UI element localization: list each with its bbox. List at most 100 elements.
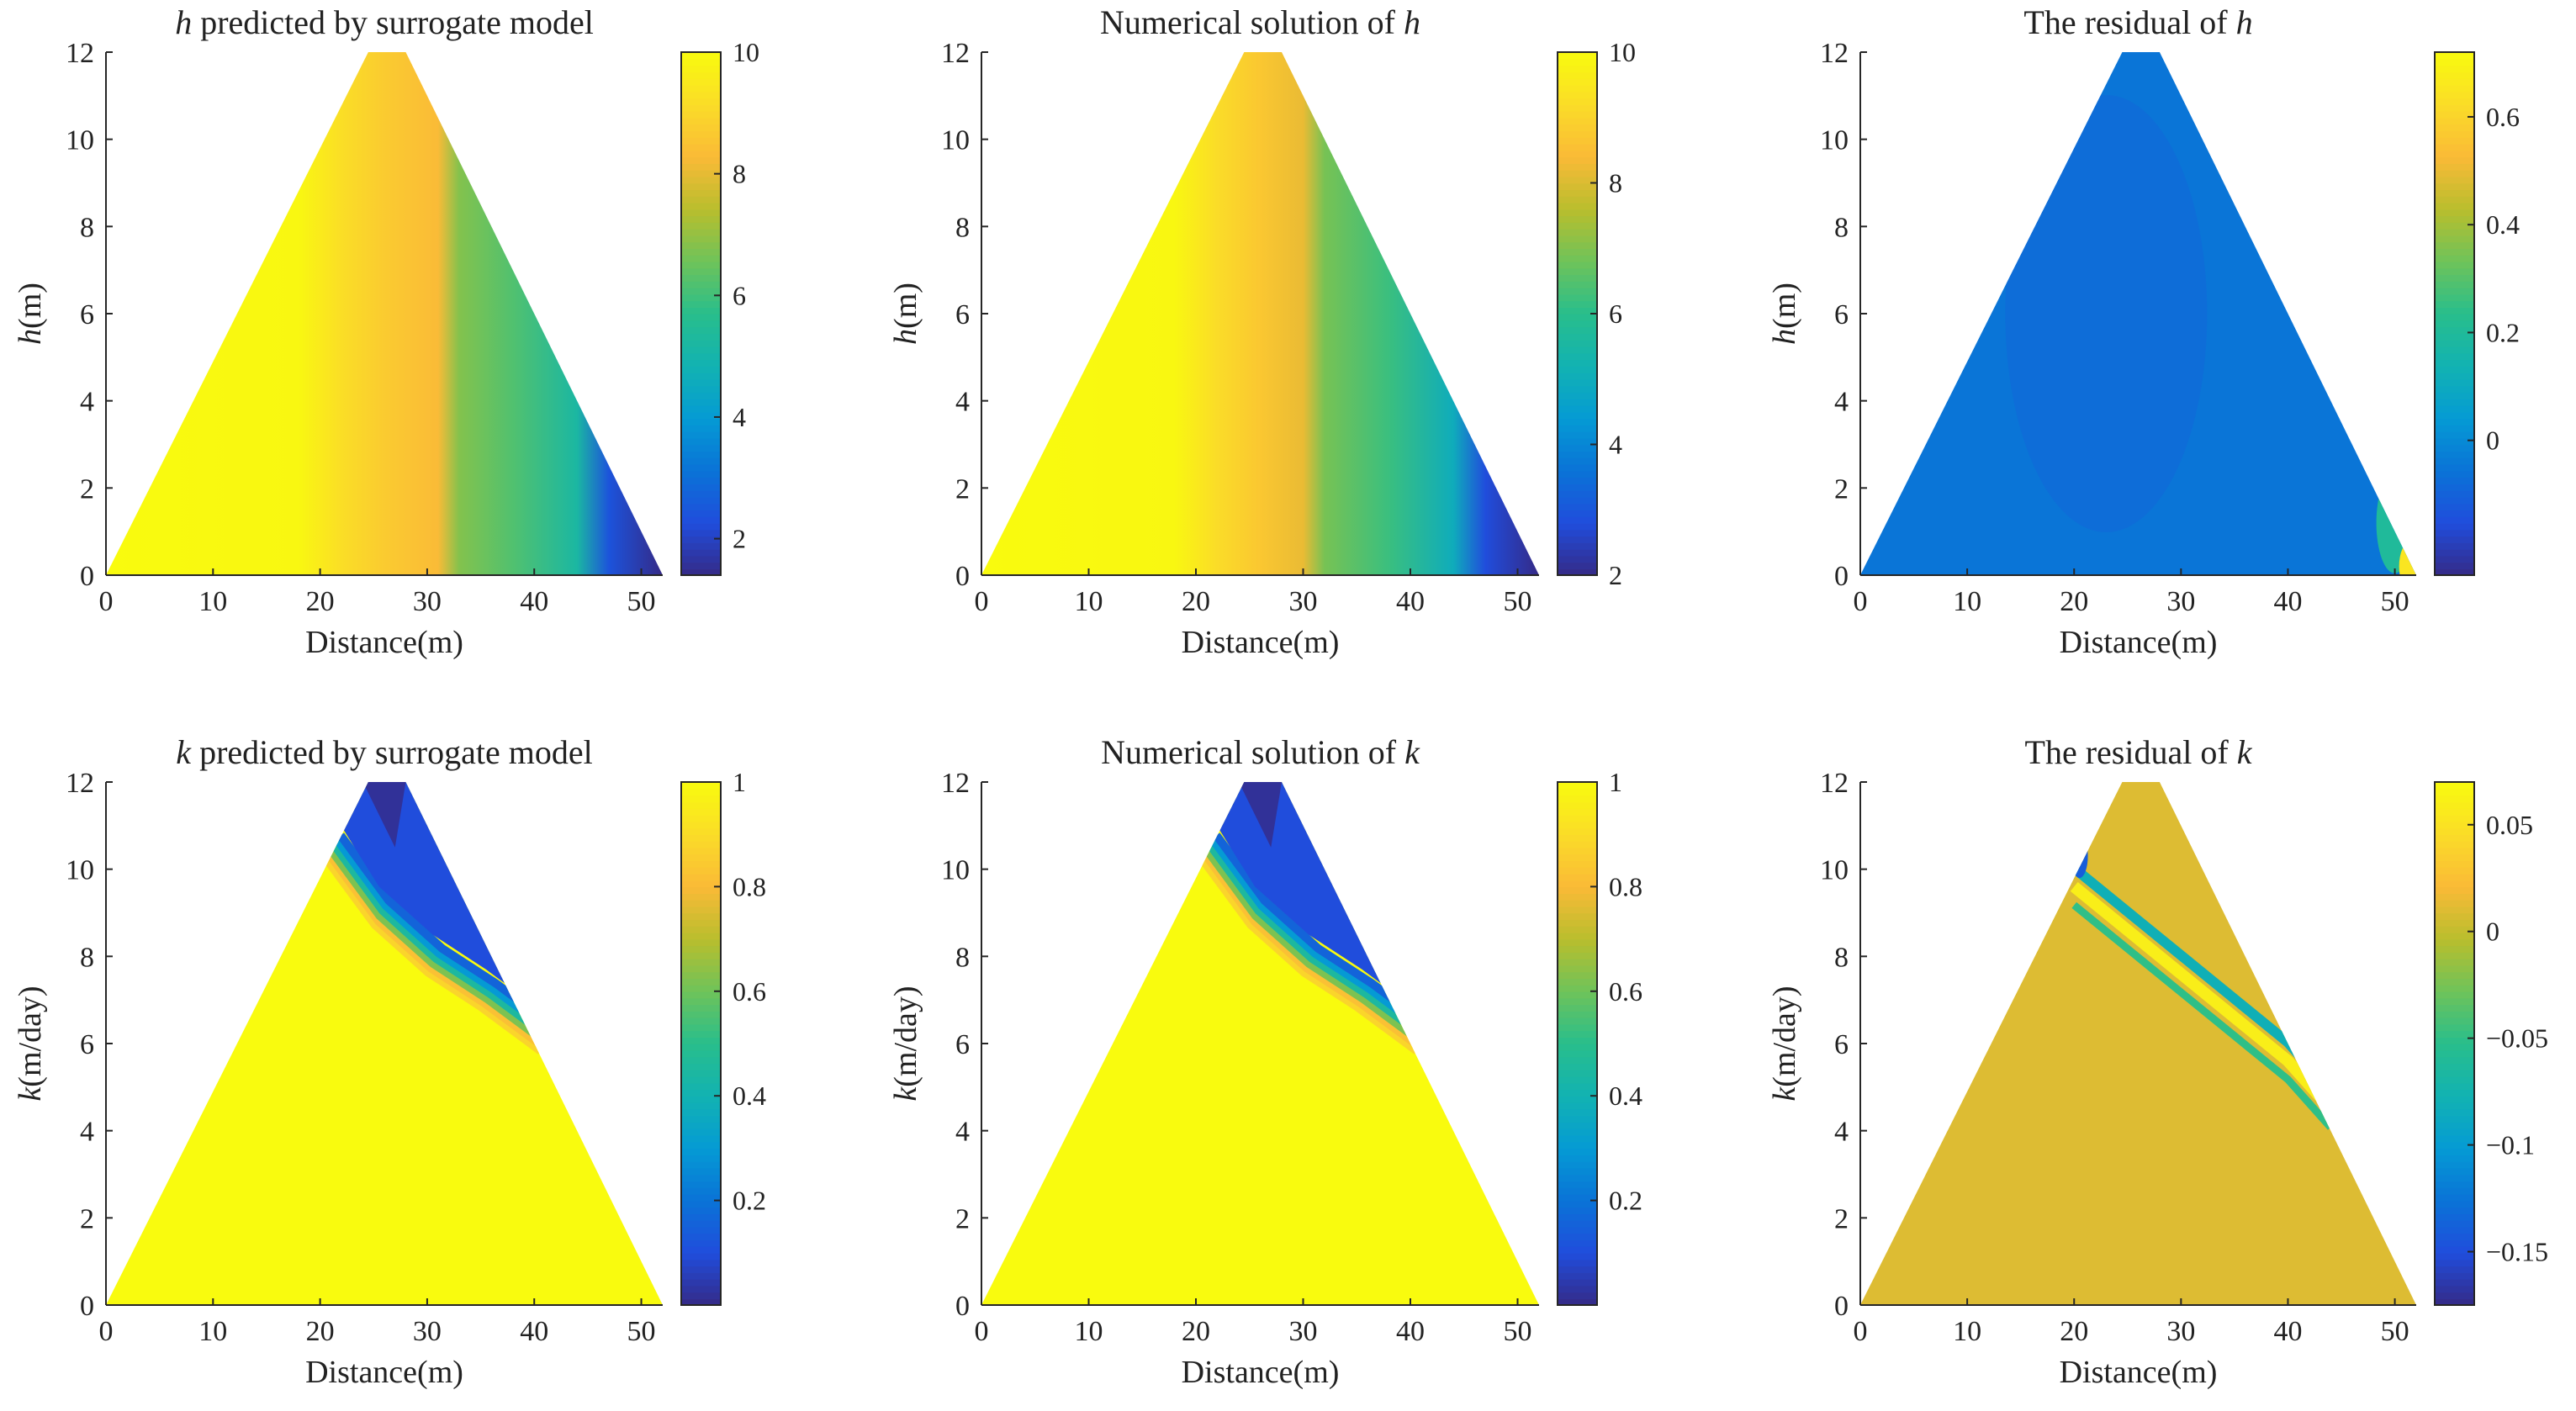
colorbar-segment (681, 385, 721, 394)
colorbar-segment (681, 333, 721, 341)
colorbar-segment (681, 1134, 721, 1143)
y-axis-label: h(m) (1767, 283, 1802, 345)
colorbar-segment (681, 971, 721, 980)
colorbar-segment (681, 1239, 721, 1247)
colorbar-segment (2435, 873, 2474, 881)
colorbar-segment (1558, 110, 1597, 119)
colorbar-segment (2435, 788, 2474, 796)
y-axis-label: k(m/day) (888, 986, 923, 1101)
colorbar-segment (1558, 274, 1597, 282)
colorbar-segment (1558, 137, 1597, 145)
colorbar-segment (681, 437, 721, 446)
colorbar-segment (1558, 1011, 1597, 1018)
y-axis-unit: (m/day) (1767, 986, 1802, 1086)
y-tick-label: 12 (941, 38, 970, 69)
colorbar-segment (1558, 899, 1597, 907)
colorbar-segment (1558, 281, 1597, 288)
x-axis-label: Distance(m) (1182, 625, 1340, 660)
colorbar-segment (681, 1272, 721, 1280)
colorbar-segment (2435, 1285, 2474, 1293)
colorbar-segment (2435, 293, 2474, 302)
colorbar-segment (681, 906, 721, 914)
colorbar-segment (1558, 385, 1597, 394)
colorbar-segment (2435, 340, 2474, 347)
colorbar-segment (1558, 1272, 1597, 1280)
colorbar-segment (2435, 418, 2474, 425)
colorbar-segment (681, 912, 721, 921)
colorbar-segment (1558, 568, 1597, 576)
colorbar-segment (2435, 202, 2474, 210)
colorbar-tick-label: −0.15 (2486, 1237, 2548, 1267)
y-axis-unit: (m/day) (13, 986, 48, 1086)
colorbar-segment (2435, 853, 2474, 862)
colorbar-segment (1558, 919, 1597, 927)
colorbar-segment (2435, 314, 2474, 321)
colorbar-segment (681, 1233, 721, 1241)
colorbar-segment (2435, 477, 2474, 484)
colorbar-segment (681, 1200, 721, 1208)
x-tick-label: 10 (1953, 1316, 1981, 1347)
y-axis-unit: (m) (13, 283, 48, 329)
colorbar-tick-label: 0.4 (2486, 209, 2520, 240)
colorbar-tick-label: 0.8 (1609, 871, 1642, 901)
colorbar-segment (1558, 867, 1597, 875)
colorbar-segment (1558, 1049, 1597, 1058)
colorbar-segment (681, 1049, 721, 1058)
colorbar-segment (1558, 814, 1597, 822)
colorbar-segment (681, 991, 721, 999)
colorbar-segment (1558, 840, 1597, 848)
colorbar-segment (681, 1037, 721, 1044)
colorbar-frame (680, 51, 722, 576)
y-tick-label: 12 (941, 768, 970, 799)
colorbar-segment (2435, 1193, 2474, 1202)
y-tick-label: 0 (955, 1291, 970, 1322)
colorbar-segment (1558, 1207, 1597, 1214)
colorbar-segment (681, 124, 721, 132)
colorbar-segment (681, 300, 721, 309)
colorbar-segment (681, 938, 721, 947)
colorbar-segment (1558, 65, 1597, 73)
colorbar: 2 4 6 8 10 (680, 37, 759, 576)
colorbar-segment (2435, 1160, 2474, 1169)
colorbar-segment (2435, 1030, 2474, 1038)
colorbar-segment (1558, 451, 1597, 458)
colorbar-segment (2435, 1011, 2474, 1018)
colorbar-segment (681, 209, 721, 217)
colorbar-segment (681, 1181, 721, 1188)
colorbar-segment (2435, 241, 2474, 250)
colorbar-segment (1558, 222, 1597, 230)
colorbar-segment (681, 1174, 721, 1182)
colorbar-segment (1558, 991, 1597, 999)
colorbar-segment (2435, 782, 2474, 790)
colorbar-tick-label: 6 (1609, 299, 1622, 329)
colorbar-segment (681, 293, 721, 302)
colorbar-tick-label: 1 (1609, 767, 1622, 797)
colorbar-segment (1558, 404, 1597, 413)
x-tick-label: 10 (1075, 1316, 1103, 1347)
colorbar-segment (681, 1292, 721, 1300)
colorbar-segment (681, 952, 721, 959)
low-k-core (1239, 782, 1282, 848)
colorbar-segment (681, 880, 721, 888)
colorbar-segment (2435, 1259, 2474, 1267)
colorbar-segment (2435, 71, 2474, 79)
colorbar-segment (1558, 163, 1597, 171)
x-tick-label: 50 (627, 1316, 656, 1347)
colorbar-segment (1558, 241, 1597, 250)
colorbar-segment (681, 1030, 721, 1038)
colorbar-tick-label: 2 (1609, 560, 1622, 590)
panel-title: h predicted by surrogate model (175, 3, 594, 41)
x-tick-label: 10 (198, 586, 227, 617)
colorbar-segment (681, 228, 721, 236)
colorbar-segment (681, 1089, 721, 1097)
colorbar-segment (2435, 1128, 2474, 1136)
colorbar-segment (681, 196, 721, 203)
y-axis-unit: (m) (1767, 283, 1802, 329)
colorbar-segment (681, 1160, 721, 1169)
colorbar-segment (2435, 958, 2474, 966)
transition-band (1200, 853, 1421, 1051)
colorbar-segment (1558, 853, 1597, 862)
colorbar-segment (2435, 143, 2474, 151)
colorbar-segment (681, 1128, 721, 1136)
